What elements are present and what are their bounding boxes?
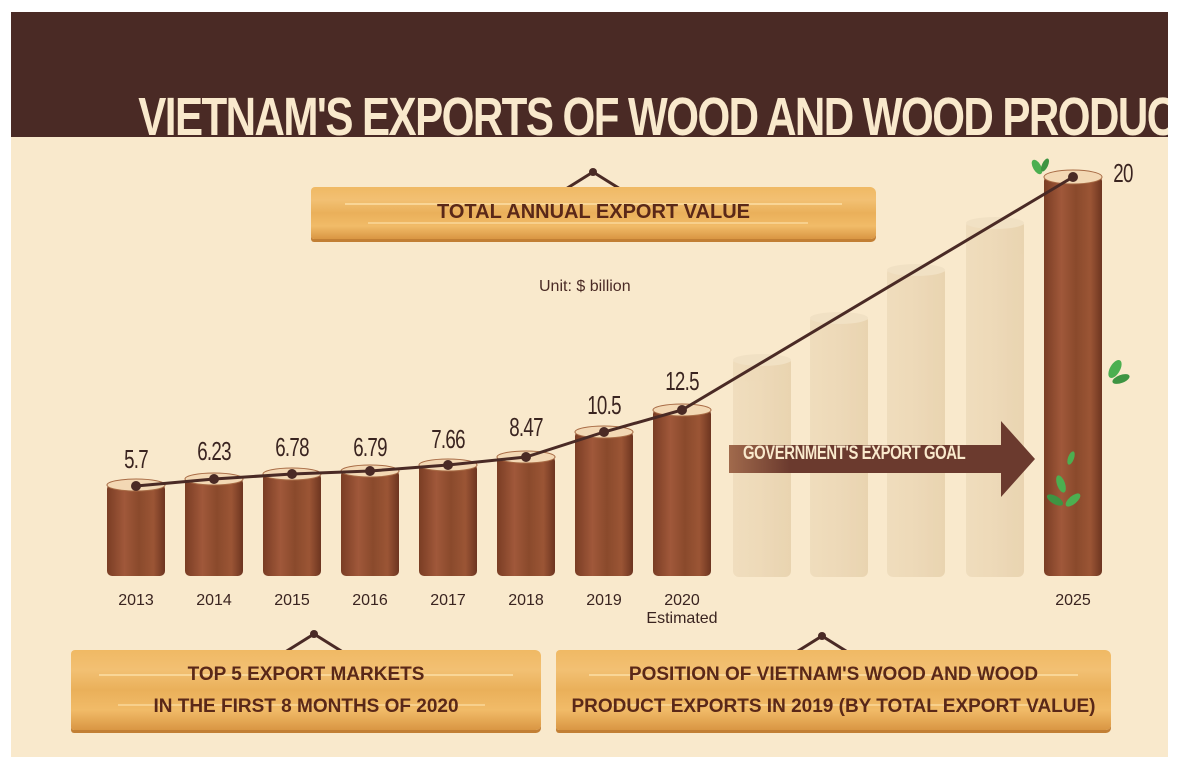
- value-label: 6.23: [197, 436, 231, 466]
- ghost-logs: [733, 217, 1024, 577]
- unit-label: Unit: $ billion: [539, 278, 631, 295]
- value-label: 7.66: [431, 424, 465, 454]
- position-plank: POSITION OF VIETNAM'S WOOD AND WOOD PROD…: [556, 650, 1111, 730]
- goal-arrow-icon: [729, 421, 1035, 497]
- year-label: 2019: [586, 592, 622, 609]
- export-chart: [106, 158, 1130, 577]
- year-label: 2017: [430, 592, 466, 609]
- page-title: VIETNAM'S EXPORTS OF WOOD AND WOOD PRODU…: [138, 87, 1168, 147]
- top5-line1: TOP 5 EXPORT MARKETS: [187, 664, 425, 685]
- year-label: 2013: [118, 592, 154, 609]
- header-band: [11, 12, 1168, 137]
- year-label: 2015: [274, 592, 310, 609]
- estimated-label: Estimated: [646, 610, 718, 627]
- value-label: 8.47: [509, 412, 543, 442]
- year-label: 2025: [1055, 592, 1091, 609]
- top5-line2: IN THE FIRST 8 MONTHS OF 2020: [153, 696, 459, 717]
- value-label: 12.5: [665, 366, 699, 396]
- year-label: 2020: [664, 592, 700, 609]
- value-label: 6.78: [275, 432, 309, 462]
- leaf-icon: [1031, 158, 1130, 507]
- year-label: 2014: [196, 592, 232, 609]
- total-annual-label: TOTAL ANNUAL EXPORT VALUE: [437, 201, 750, 223]
- goal-label: GOVERNMENT'S EXPORT GOAL: [743, 443, 966, 464]
- value-label: 5.7: [124, 444, 149, 474]
- value-label: 10.5: [587, 390, 621, 420]
- total-annual-plank: TOTAL ANNUAL EXPORT VALUE: [311, 187, 876, 239]
- top5-markets-plank: TOP 5 EXPORT MARKETS IN THE FIRST 8 MONT…: [71, 650, 541, 730]
- value-label: 20: [1113, 158, 1133, 188]
- infographic: VIETNAM'S EXPORTS OF WOOD AND WOOD PRODU…: [11, 12, 1168, 757]
- position-line1: POSITION OF VIETNAM'S WOOD AND WOOD: [628, 664, 1039, 685]
- year-label: 2016: [352, 592, 388, 609]
- position-line2: PRODUCT EXPORTS IN 2019 (BY TOTAL EXPORT…: [571, 696, 1096, 717]
- year-label: 2018: [508, 592, 544, 609]
- line-markers: [131, 172, 1078, 491]
- value-label: 6.79: [353, 432, 387, 462]
- log-bars: [106, 169, 1103, 576]
